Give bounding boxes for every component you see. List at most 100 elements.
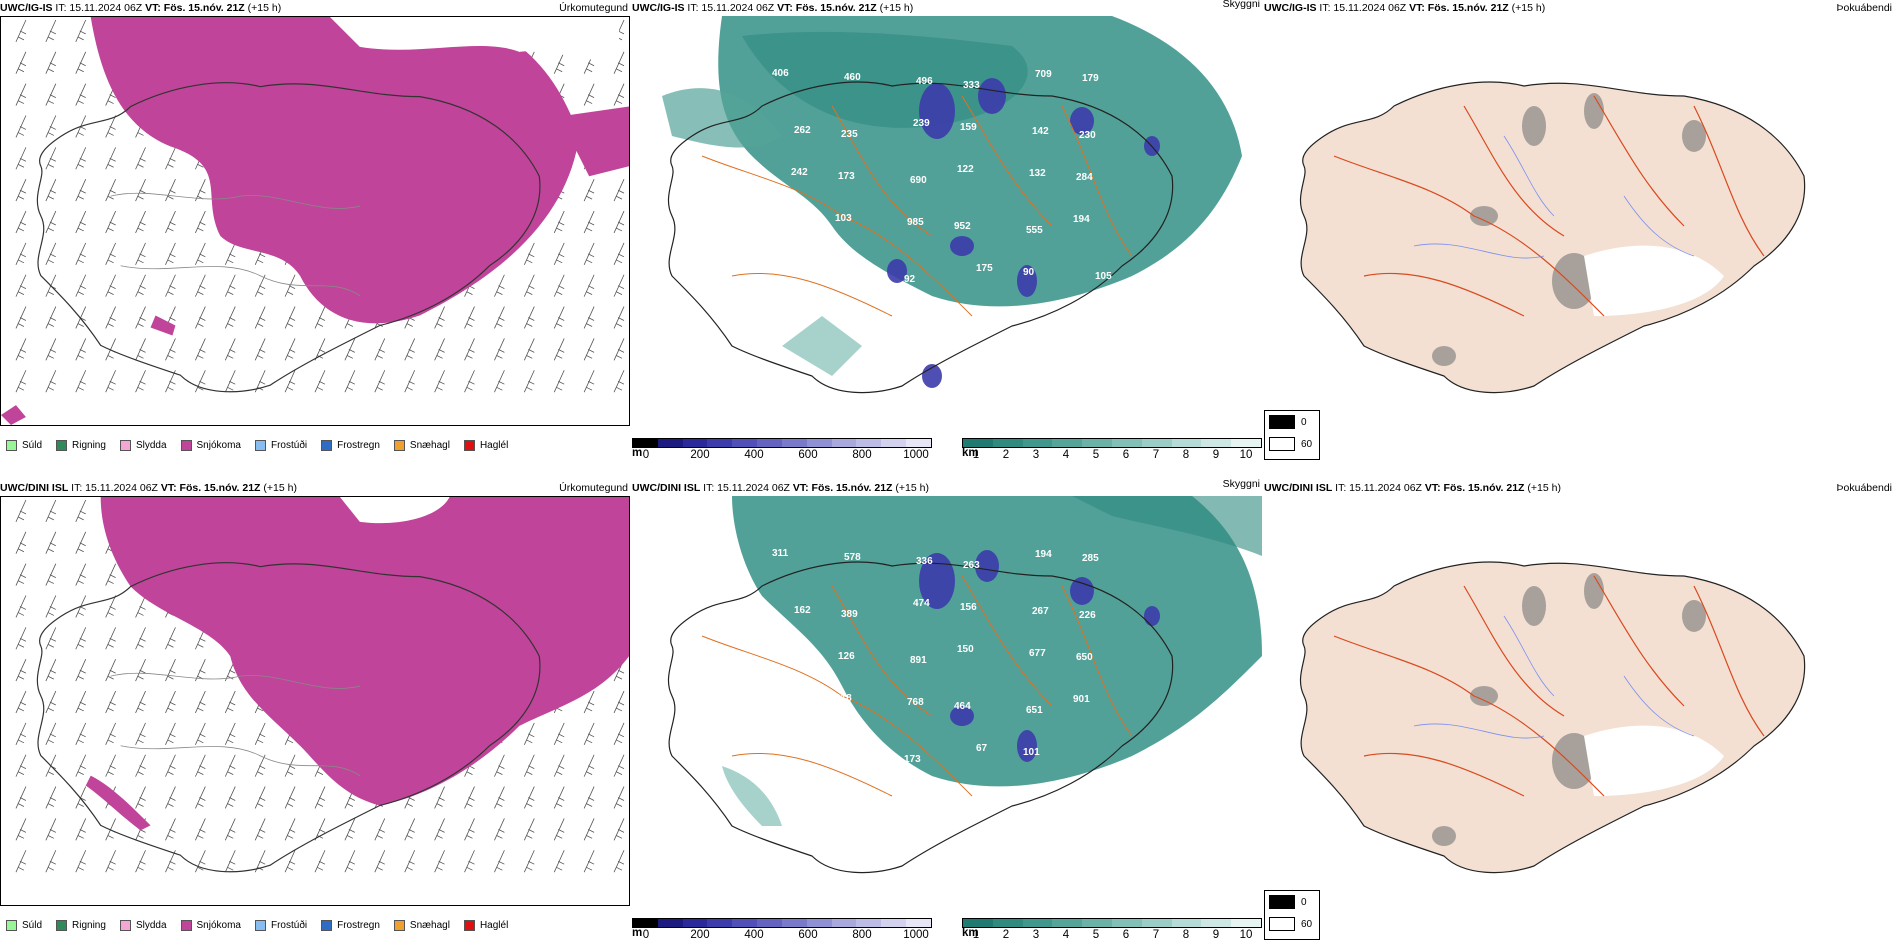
precip-map-svg (1, 497, 629, 905)
scale-cell (856, 919, 882, 927)
visibility-value-label: 952 (954, 221, 971, 232)
scale-cell (992, 439, 1023, 447)
visibility-value-label: 267 (1032, 606, 1049, 617)
scale-cell (682, 919, 708, 927)
visibility-map-svg: 406 460 496 333 709 179 262 235 239 159 142 230 242 1… (632, 16, 1262, 426)
scale-tick-label: 10 (1239, 449, 1253, 461)
scale-cell (806, 919, 832, 927)
panel-title: Þokuábendi (1836, 2, 1892, 14)
visibility-value-label: 336 (916, 556, 933, 567)
visibility-scale-cells (962, 918, 1262, 928)
visibility-value-label: 651 (1026, 705, 1043, 716)
scale-tick-label: 5 (1092, 929, 1100, 941)
visibility-value-label: 173 (838, 171, 855, 182)
visibility-value-label: 901 (1073, 694, 1090, 705)
visibility-value-label: 406 (772, 68, 789, 79)
visibility-map: 406 460 496 333 709 179 262 235 239 159 142 230 242 1… (632, 16, 1262, 426)
scale-tick-label: 1000 (903, 449, 929, 461)
legend-item: Slydda (119, 919, 167, 931)
init-time: IT: 15.11.2024 06Z (687, 2, 775, 14)
cloud-legend: 0 60 (1264, 410, 1320, 460)
scale-cell (1201, 919, 1232, 927)
init-time: IT: 15.11.2024 06Z (71, 482, 158, 494)
panel-title: Skyggni (1222, 478, 1260, 490)
scale-cell (831, 439, 857, 447)
scale-tick-label: 400 (744, 449, 764, 461)
legend-item: Snæhagl (393, 439, 450, 451)
lead-time: (+15 h) (895, 482, 929, 494)
precip-legend: Súld Rigning Slydda Snjókoma Frostúði Fr… (6, 437, 508, 453)
precip-type-panel: UWC/IG-IS IT: 15.11.2024 06Z VT: Fös. 15… (0, 0, 630, 470)
legend-swatch (321, 919, 333, 931)
precip-type-panel: UWC/DINI ISL IT: 15.11.2024 06Z VT: Fös.… (0, 480, 630, 950)
legend-label: Frostregn (337, 439, 380, 451)
visibility-scale-labels: 1 2 3 4 5 6 7 8 9 10 (962, 928, 1262, 942)
legend-label: Haglél (479, 439, 509, 451)
scale-cell (1201, 439, 1232, 447)
visibility-panel: UWC/IG-IS IT: 15.11.2024 06Z VT: Fös. 15… (632, 0, 1262, 470)
legend-swatch (180, 439, 192, 451)
legend-item: Frostregn (321, 439, 380, 451)
valid-time: VT: Fös. 15.nóv. 21Z (1409, 2, 1509, 14)
scale-tick-label: 0 (642, 929, 650, 941)
legend-item: Haglél (463, 919, 508, 931)
scale-cell (963, 919, 993, 927)
cloud-legend-label: 60 (1301, 918, 1313, 930)
scale-tick-label: 6 (1122, 929, 1130, 941)
legend-item: Rigning (56, 919, 106, 931)
visibility-value-label: 18 (901, 316, 913, 327)
scale-tick-label: 400 (744, 929, 764, 941)
visibility-value-label: 891 (910, 655, 927, 666)
scale-cell (1231, 919, 1261, 927)
legend-swatch (463, 439, 475, 451)
visibility-value-label: 103 (835, 213, 852, 224)
visibility-value-label: 172 (832, 750, 849, 761)
valid-time: VT: Fös. 15.nóv. 21Z (777, 2, 877, 14)
valid-time: VT: Fös. 15.nóv. 21Z (160, 482, 261, 494)
cloud-legend-swatch (1269, 917, 1295, 931)
legend-item: Haglél (463, 439, 509, 451)
visibility-scale: 1 2 3 4 5 6 7 8 9 10 km (962, 918, 1262, 942)
cloud-map (1264, 496, 1894, 906)
cloud-legend-row: 60 (1265, 433, 1319, 455)
scale-cell (633, 919, 658, 927)
legend-label: Súld (22, 919, 43, 931)
visibility-value-label: 194 (1035, 549, 1052, 560)
visibility-value-label: 150 (957, 644, 974, 655)
legend-swatch (56, 439, 68, 451)
scale-cell (906, 919, 931, 927)
visibility-value-label: 650 (1076, 652, 1093, 663)
visibility-value-label: 985 (907, 217, 924, 228)
visibility-value-label: 56 (1092, 313, 1104, 324)
ceiling-scale-unit: m (632, 447, 643, 459)
legend-label: Frostregn (337, 919, 380, 931)
legend-swatch (393, 439, 405, 451)
scale-cell (1141, 919, 1172, 927)
panel-title: Úrkomutegund (559, 2, 628, 14)
visibility-value-label: 126 (838, 651, 855, 662)
legend-swatch (6, 919, 17, 931)
visibility-value-label: 159 (960, 122, 977, 133)
ceiling-scale-labels: 0 200 400 600 800 1000 (632, 448, 932, 462)
forecast-row: UWC/DINI ISL IT: 15.11.2024 06Z VT: Fös.… (0, 478, 1900, 950)
scale-cell (657, 439, 683, 447)
scale-cell (881, 919, 907, 927)
cloud-map-svg (1264, 16, 1894, 426)
scale-tick-label: 0 (642, 449, 650, 461)
valid-time: VT: Fös. 15.nóv. 21Z (792, 482, 893, 494)
legend-item: Frostúði (254, 919, 307, 931)
scale-cell (806, 439, 832, 447)
cloud-legend-label: 0 (1301, 416, 1307, 428)
legend-label: Snæhagl (409, 439, 450, 451)
scale-cell (1171, 919, 1202, 927)
cloud-map-svg (1264, 496, 1894, 906)
legend-swatch (119, 439, 131, 451)
cloud-legend-label: 60 (1301, 438, 1313, 450)
scale-tick-label: 7 (1152, 929, 1160, 941)
visibility-value-label: 868 (788, 224, 805, 235)
legend-label: Rigning (72, 919, 106, 931)
legend-label: Snjókoma (196, 439, 241, 451)
visibility-scale-labels: 1 2 3 4 5 6 7 8 9 10 (962, 448, 1262, 462)
visibility-scale-cells (962, 438, 1262, 448)
scale-tick-label: 4 (1062, 929, 1070, 941)
